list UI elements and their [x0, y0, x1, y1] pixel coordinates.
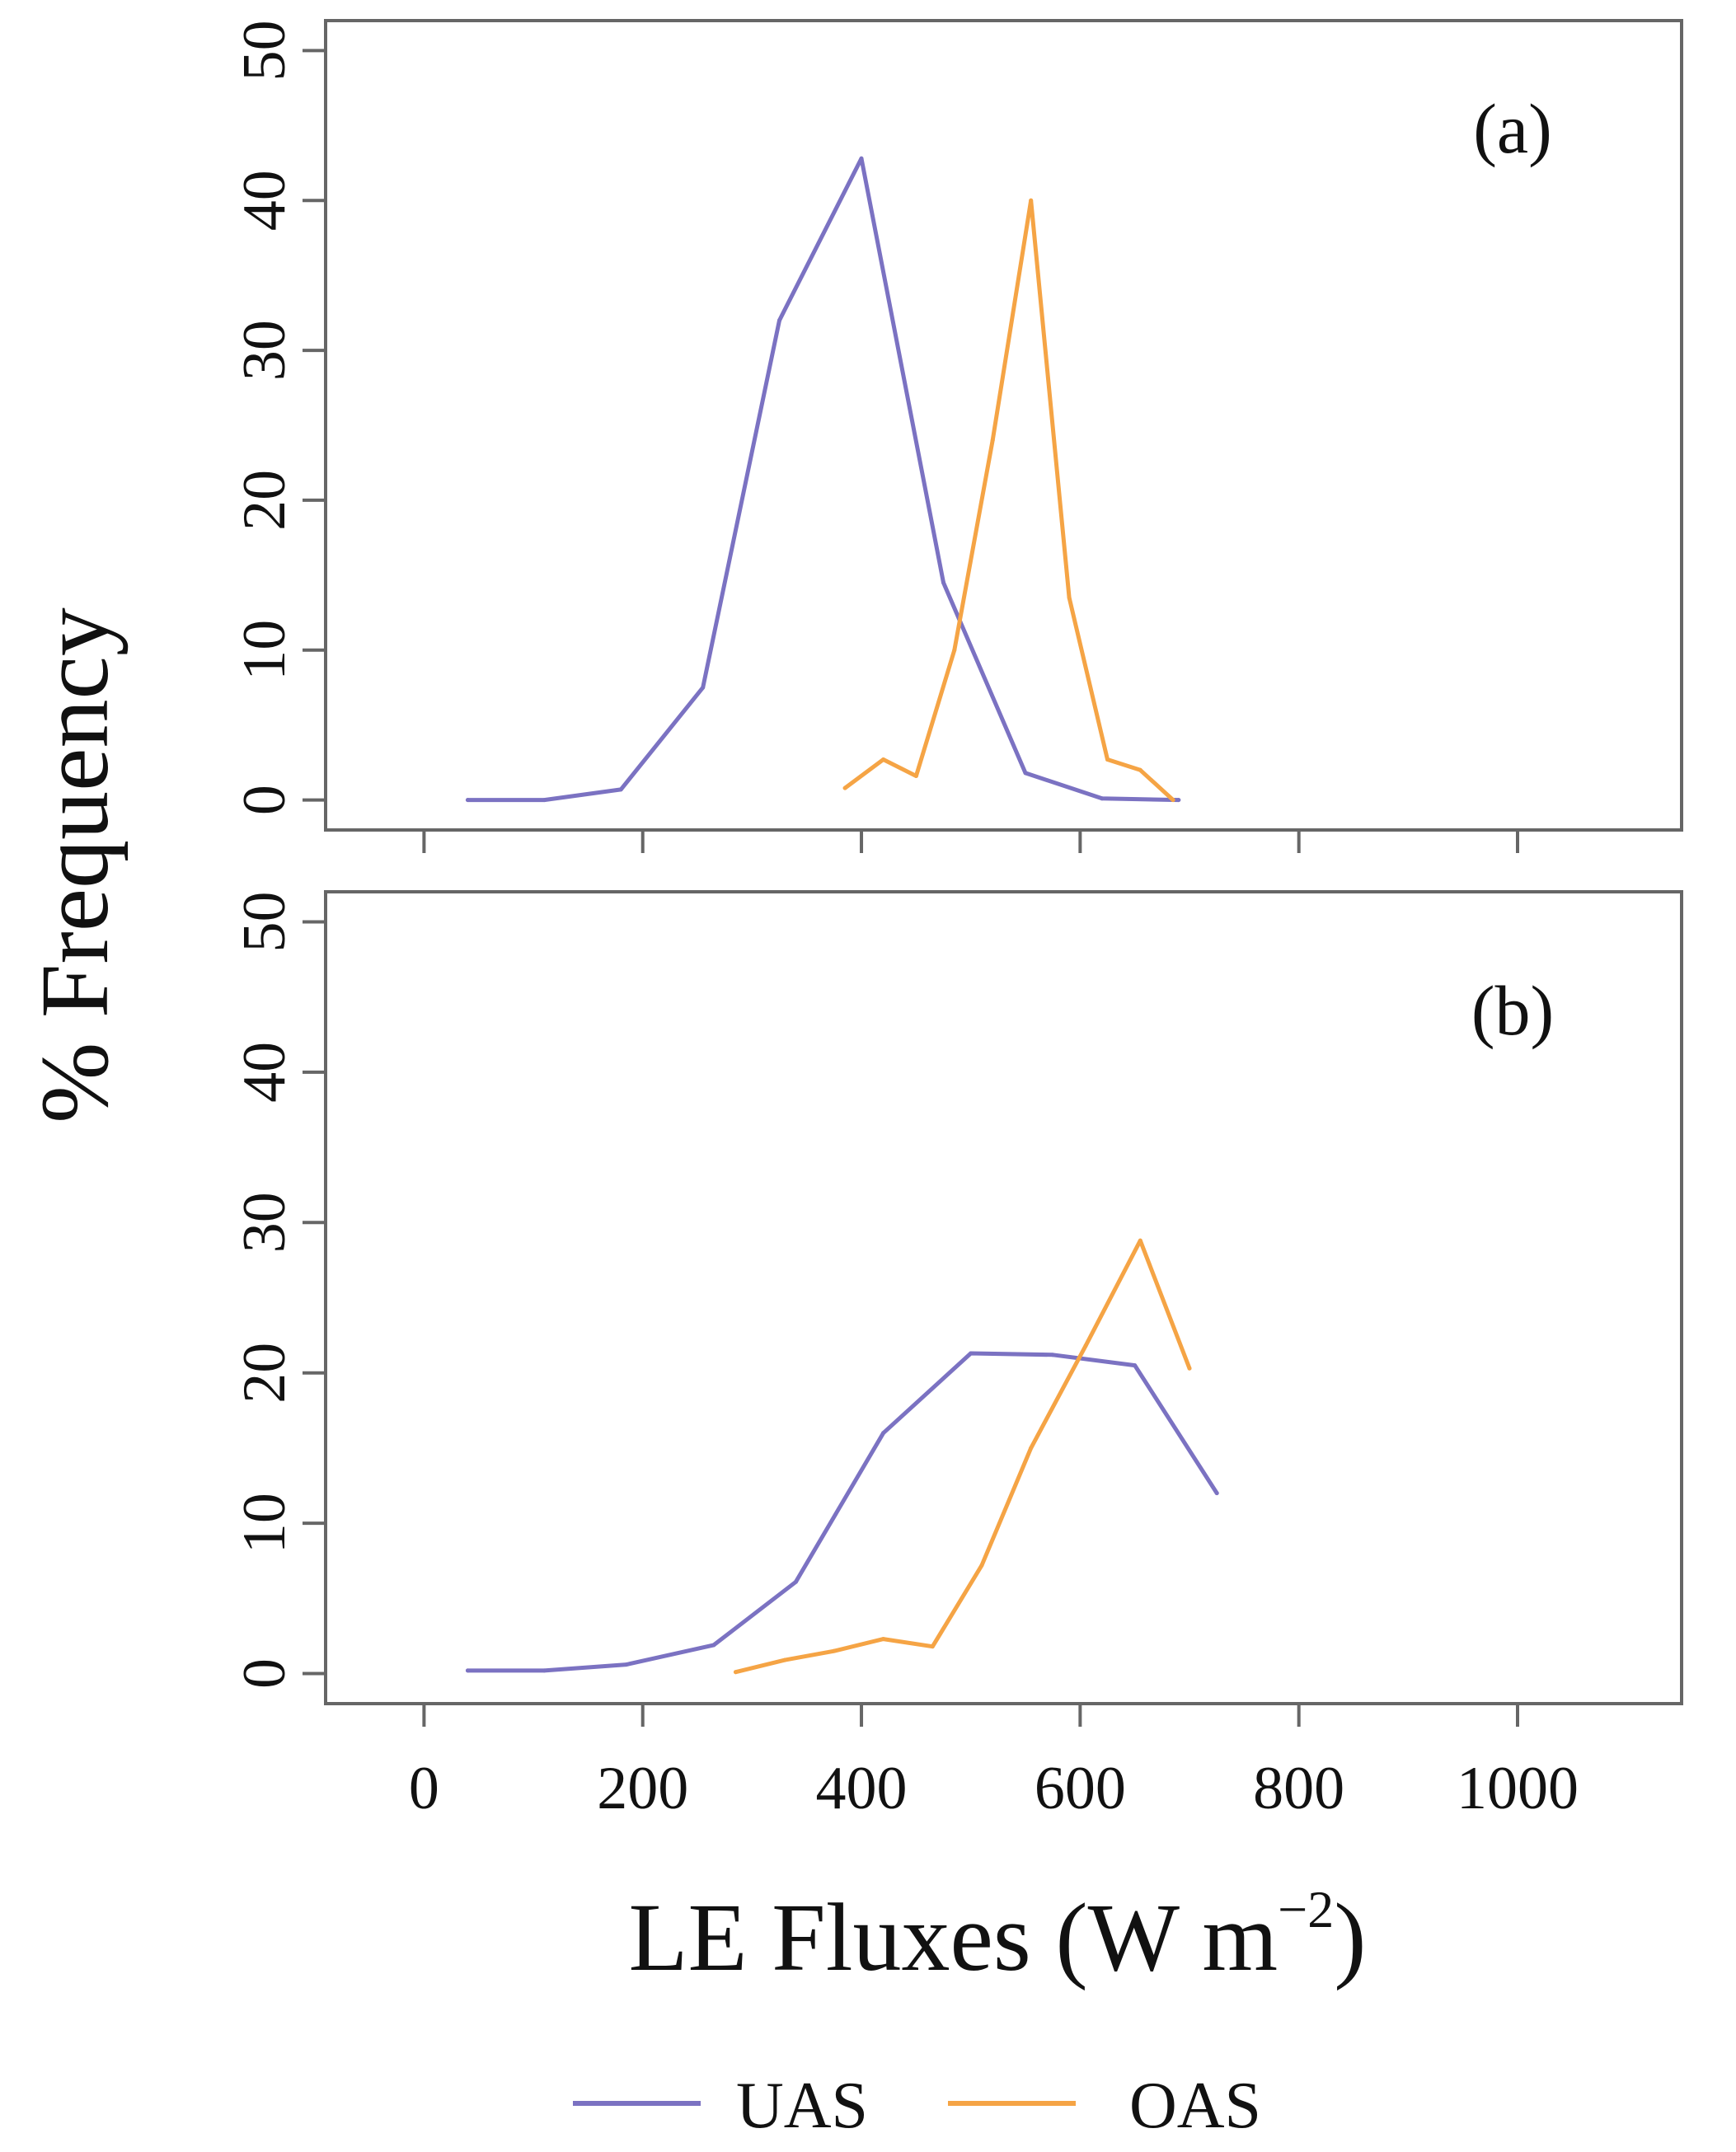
panel-b-y-tick-label-20: 20 — [231, 1343, 298, 1404]
panel-a-uas-point-0 — [465, 798, 470, 803]
y-axis-title: % Frequency — [21, 607, 129, 1123]
panel-a-oas-point-5 — [1029, 198, 1034, 203]
panel-a-y-tick-label-50: 50 — [231, 20, 298, 81]
panel-b-y-axis: 0 10 20 30 40 50 — [231, 891, 326, 1689]
panel-b-plot-area — [465, 1238, 1219, 1675]
panel-b-y-tick-label-10: 10 — [231, 1493, 298, 1554]
panel-a-y-tick-label-40: 40 — [231, 170, 298, 231]
panel-a-y-tick-label-20: 20 — [231, 470, 298, 531]
x-tick-label-200: 200 — [597, 1755, 688, 1822]
panel-b-y-tick-label-40: 40 — [231, 1042, 298, 1103]
panel-a-uas-point-6 — [941, 580, 946, 585]
panel-a-oas-point-2 — [913, 774, 918, 779]
x-tick-label-0: 0 — [409, 1755, 439, 1822]
panel-b-oas-point-0 — [733, 1670, 738, 1675]
panel-a-uas-point-9 — [1176, 798, 1181, 803]
panel-a-x-axis — [422, 830, 1520, 853]
legend: UAS OAS — [573, 2070, 1261, 2142]
panel-a-series-uas-line — [466, 156, 1181, 803]
panel-a-plot-area — [465, 156, 1181, 803]
panel-b-oas-point-9 — [1187, 1366, 1192, 1371]
panel-b-uas-point-7 — [1050, 1353, 1055, 1357]
x-axis-title-close: ) — [1334, 1883, 1366, 1991]
x-tick-label-600: 600 — [1035, 1755, 1126, 1822]
panel-a-series-oas-line — [842, 198, 1175, 803]
panel-b-uas-point-8 — [1133, 1363, 1138, 1368]
panel-a-y-tick-label-10: 10 — [231, 620, 298, 681]
panel-b-uas-point-3 — [711, 1643, 716, 1648]
legend-label-oas: OAS — [1129, 2070, 1261, 2142]
panel-b-series-uas-line — [466, 1351, 1219, 1673]
panel-a-oas-point-7 — [1105, 757, 1110, 762]
panel-a-y-axis: 0 10 20 30 40 50 — [231, 20, 326, 815]
panel-a-uas-point-4 — [777, 318, 782, 323]
x-tick-label-400: 400 — [816, 1755, 908, 1822]
panel-b-uas-point-2 — [624, 1662, 629, 1667]
panel-a-uas-point-8 — [1100, 796, 1105, 801]
panel-b-oas-point-4 — [930, 1644, 935, 1649]
x-axis-title-superscript: −2 — [1278, 1880, 1334, 1939]
panel-a-oas-point-6 — [1067, 595, 1072, 600]
panel-a-uas-point-5 — [859, 156, 864, 161]
panel-a-uas-point-7 — [1023, 771, 1028, 776]
panel-a-uas-point-2 — [618, 787, 623, 792]
panel-b-uas-point-1 — [542, 1668, 547, 1673]
legend-label-uas: UAS — [736, 2070, 868, 2142]
panel-b-uas-point-5 — [881, 1431, 886, 1436]
panel-b-oas-point-2 — [832, 1648, 837, 1653]
panel-b-y-tick-label-30: 30 — [231, 1192, 298, 1253]
panel-b-x-axis: 0 200 400 600 800 1000 — [409, 1704, 1579, 1822]
panel-a-oas-point-9 — [1171, 798, 1175, 803]
panel-a-tag: (a) — [1473, 89, 1551, 168]
x-tick-label-1000: 1000 — [1457, 1755, 1579, 1822]
panel-a-oas-point-0 — [842, 785, 847, 790]
panel-b: 0 10 20 30 40 50 0 200 400 600 800 1000 (b) — [231, 890, 1683, 1822]
panel-b-oas-point-3 — [881, 1637, 886, 1642]
panel-b-uas-point-9 — [1214, 1491, 1219, 1496]
panel-b-oas-point-7 — [1083, 1343, 1088, 1348]
panel-b-y-tick-label-0: 0 — [231, 1658, 298, 1689]
panel-b-oas-point-8 — [1138, 1238, 1142, 1243]
panel-b-oas-point-1 — [782, 1657, 787, 1662]
panel-a: 0 10 20 30 40 50 (a) — [231, 19, 1683, 853]
panel-b-uas-point-4 — [793, 1579, 798, 1584]
panel-a-y-tick-label-0: 0 — [231, 785, 298, 815]
panel-b-uas-point-6 — [969, 1351, 974, 1356]
panel-a-oas-point-8 — [1138, 767, 1142, 772]
panel-a-uas-point-3 — [701, 685, 706, 690]
x-axis-title: LE Fluxes (W m−2) — [628, 1880, 1366, 1991]
x-axis-title-main: LE Fluxes (W m — [628, 1883, 1278, 1991]
panel-b-tag: (b) — [1471, 971, 1554, 1050]
panel-b-series-oas-line — [734, 1238, 1192, 1675]
panel-a-uas-point-1 — [542, 798, 547, 803]
panel-a-y-tick-label-30: 30 — [231, 320, 298, 381]
panel-b-oas-point-6 — [1029, 1446, 1034, 1451]
panel-b-frame — [324, 890, 1683, 1705]
panel-a-oas-point-1 — [881, 757, 886, 762]
x-tick-label-800: 800 — [1253, 1755, 1344, 1822]
panel-a-oas-point-4 — [990, 438, 995, 443]
panel-a-oas-point-3 — [952, 648, 957, 653]
panel-b-uas-point-0 — [465, 1668, 470, 1673]
panel-b-oas-point-5 — [979, 1563, 984, 1568]
panel-a-frame — [324, 19, 1683, 832]
panel-b-y-tick-label-50: 50 — [231, 891, 298, 952]
